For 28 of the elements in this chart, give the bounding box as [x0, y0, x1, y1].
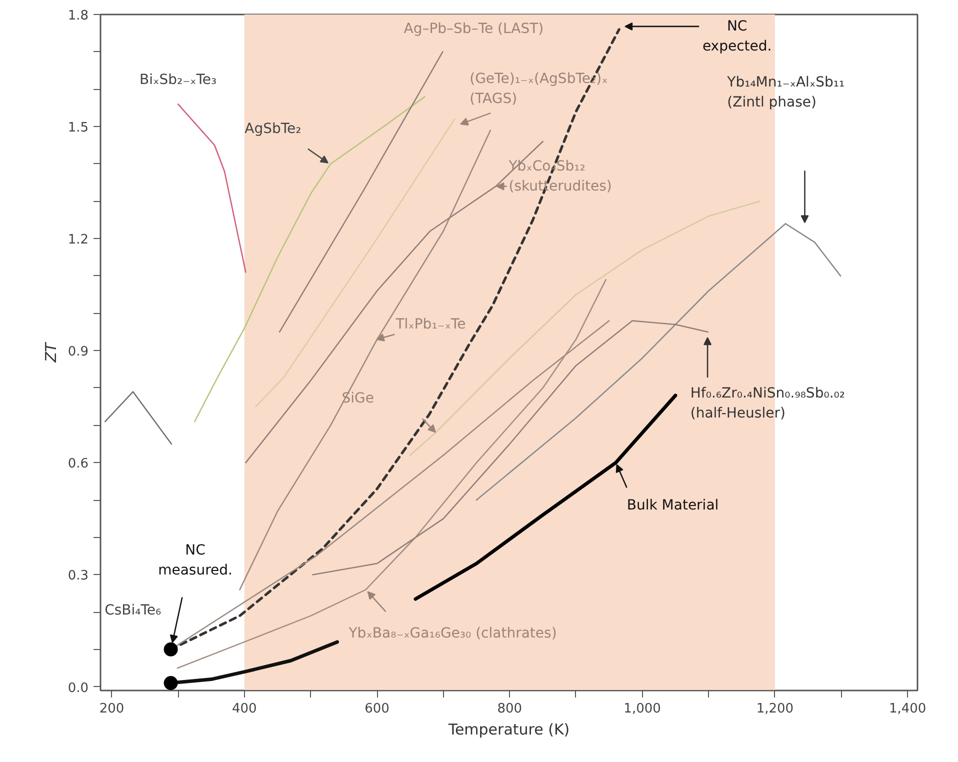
y-axis-title: ZT	[42, 340, 60, 364]
annotation: Bulk Material	[626, 498, 719, 514]
x-tick-label: 200	[99, 702, 124, 716]
annotation: Hf₀.₆Zr₀.₄NiSn₀.₉₈Sb₀.₀₂ (half-Heusler)	[690, 386, 845, 422]
y-tick-label: 1.5	[68, 120, 89, 136]
y-tick-label: 1.8	[68, 8, 89, 24]
annotation: Ag–Pb–Sb–Te (LAST)	[404, 20, 544, 37]
annotation: CsBi₄Te₆	[104, 602, 162, 619]
x-tick-label: 600	[364, 702, 390, 716]
x-tick-label: 400	[232, 702, 257, 716]
annotation: NC expected.	[702, 18, 772, 54]
annotation: YbₓBa₈₋ₓGa₁₆Ge₃₀ (clathrates)	[348, 626, 557, 642]
y-tick-label: 0.3	[68, 568, 89, 584]
line-series	[177, 103, 246, 273]
y-tick-label: 0.0	[68, 680, 89, 696]
x-tick-label: 1,200	[756, 702, 794, 716]
x-tick-label: 1,000	[624, 702, 661, 716]
y-tick-label: 0.9	[68, 344, 89, 360]
annotation: TlₓPb₁₋ₓTe	[394, 316, 466, 332]
x-axis-title: Temperature (K)	[447, 720, 570, 738]
y-tick-label: 1.2	[68, 232, 89, 248]
annotation: Yb₁₄Mn₁₋ₓAlₓSb₁₁ (Zintl phase)	[726, 74, 845, 111]
annotation: NC measured.	[158, 542, 232, 579]
annotation: BiₓSb₂₋ₓTe₃	[140, 72, 217, 88]
x-tick-label: 800	[497, 702, 522, 716]
y-tick-label: 0.6	[68, 456, 89, 472]
x-tick-label: 1,400	[888, 702, 926, 716]
annotation: AgSbTe₂	[244, 120, 302, 137]
